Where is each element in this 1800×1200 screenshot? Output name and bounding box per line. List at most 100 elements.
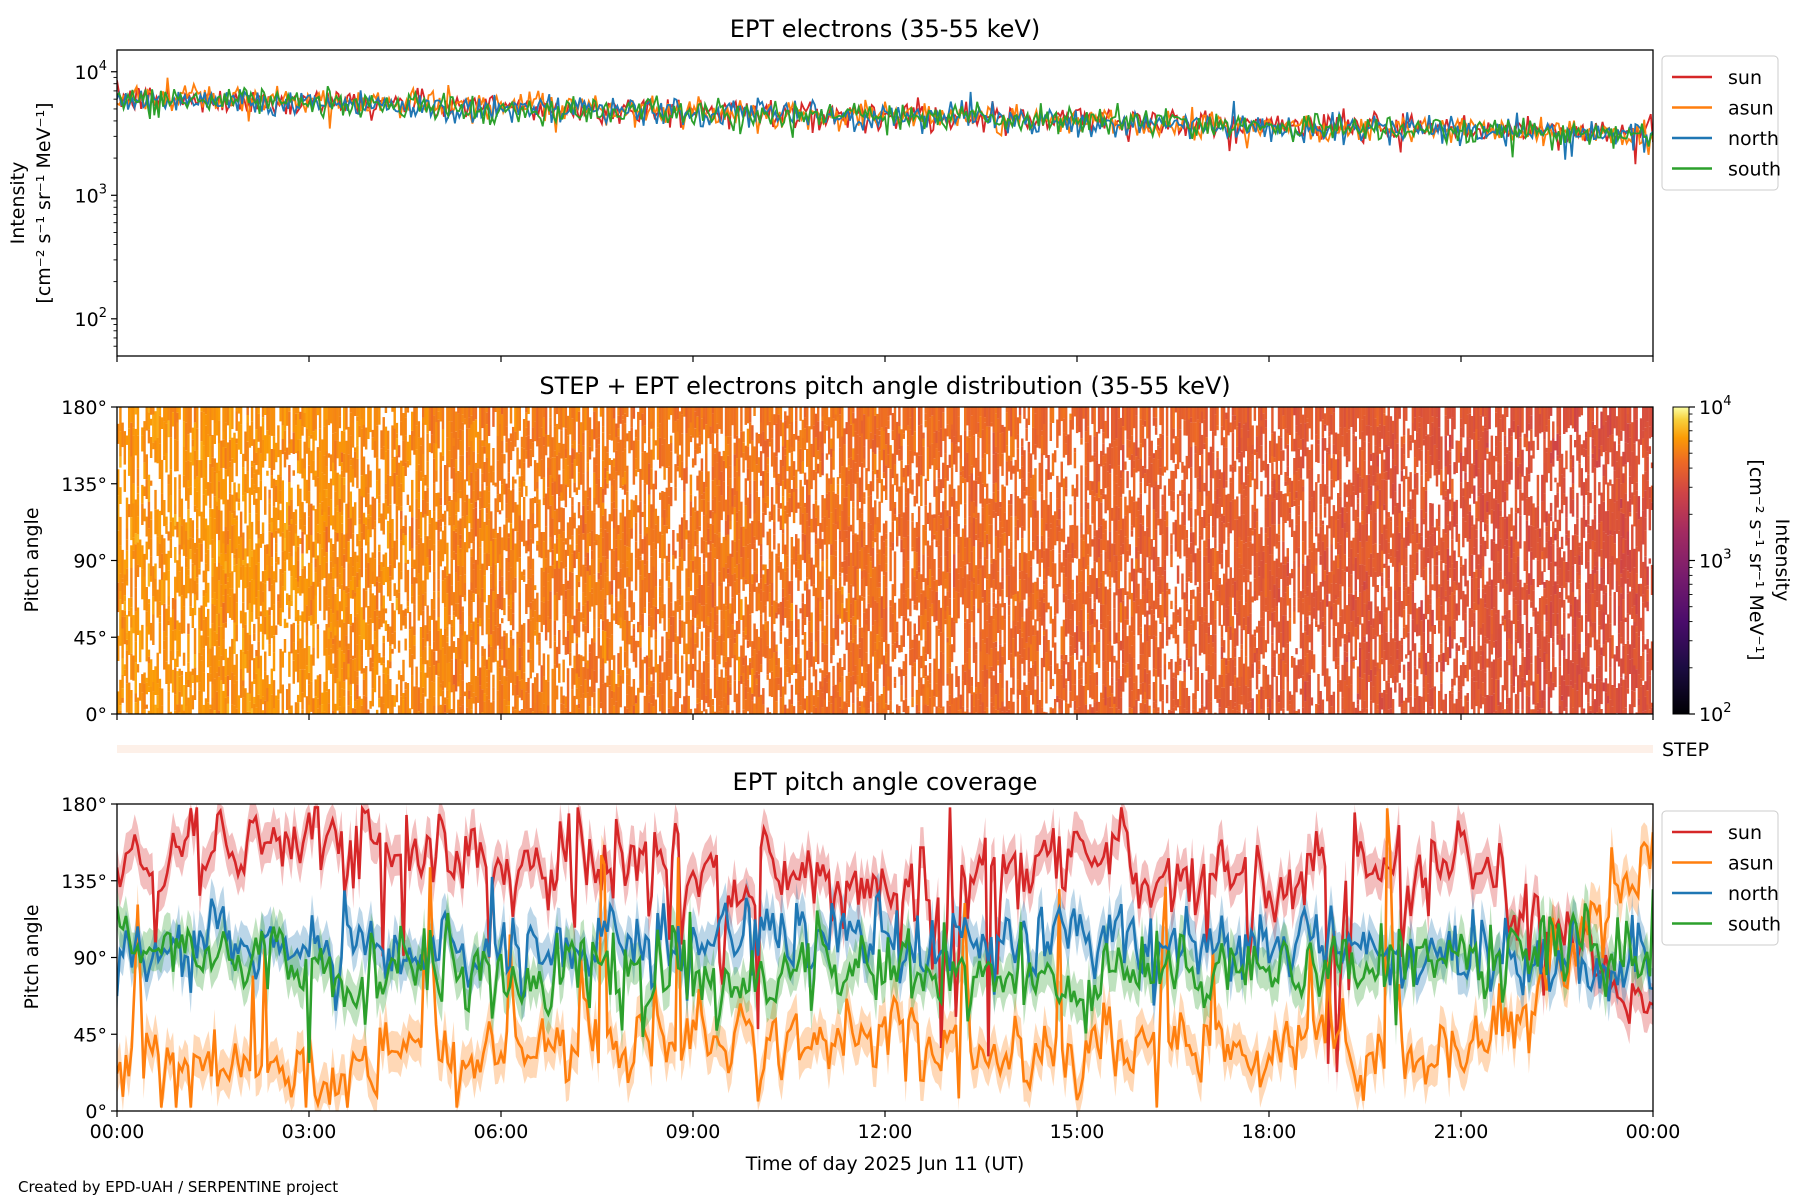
heatmap-cell: [841, 484, 844, 511]
heatmap-cell: [832, 628, 835, 656]
heatmap-cell: [575, 407, 579, 422]
heatmap-cell: [281, 501, 285, 533]
heatmap-cell: [937, 600, 941, 630]
heatmap-cell: [935, 443, 938, 449]
heatmap-cell: [729, 683, 732, 688]
heatmap-cell: [858, 616, 862, 628]
heatmap-cell: [485, 605, 489, 635]
heatmap-cell: [235, 708, 238, 714]
heatmap-cell: [816, 463, 820, 474]
heatmap-cell: [680, 704, 684, 714]
heatmap-cell: [977, 682, 980, 700]
heatmap-cell: [167, 420, 170, 438]
heatmap-cell: [827, 701, 831, 714]
heatmap-cell: [430, 517, 434, 551]
heatmap-cell: [1001, 615, 1004, 630]
heatmap-cell: [786, 659, 789, 673]
heatmap-cell: [786, 478, 789, 502]
heatmap-cell: [889, 600, 892, 607]
heatmap-cell: [957, 710, 960, 714]
heatmap-cell: [906, 705, 910, 714]
heatmap-cell: [838, 590, 842, 619]
heatmap-cell: [718, 480, 721, 486]
heatmap-cell: [604, 682, 607, 714]
heatmap-cell: [338, 706, 342, 711]
heatmap-cell: [867, 681, 870, 709]
heatmap-cell: [935, 540, 938, 548]
heatmap-cell: [639, 556, 642, 561]
heatmap-cell: [391, 407, 394, 412]
heatmap-cell: [678, 557, 682, 590]
panel1-yunit: [cm⁻² s⁻¹ sr⁻¹ MeV⁻¹]: [33, 102, 55, 303]
heatmap-cell: [784, 448, 787, 456]
heatmap-cell: [764, 407, 767, 441]
heatmap-cell: [786, 501, 789, 514]
heatmap-cell: [819, 689, 822, 714]
heatmap-cell: [608, 514, 611, 520]
heatmap-cell: [233, 593, 236, 623]
panel1-series-group: [117, 77, 1653, 165]
heatmap-cell: [781, 568, 785, 589]
heatmap-cell: [810, 682, 813, 691]
heatmap-cell: [832, 418, 835, 451]
heatmap-cell: [503, 407, 506, 436]
heatmap-cell: [279, 608, 282, 627]
heatmap-cell: [316, 624, 320, 630]
heatmap-cell: [250, 478, 254, 495]
heatmap-cell: [904, 597, 908, 622]
heatmap-cell: [127, 504, 131, 518]
heatmap-cell: [338, 640, 342, 648]
heatmap-cell: [264, 651, 267, 672]
heatmap-cell: [206, 636, 210, 654]
heatmap-cell: [705, 624, 708, 656]
heatmap-cell: [656, 693, 660, 698]
heatmap-cell: [887, 676, 890, 691]
heatmap-cell: [716, 407, 719, 424]
heatmap-cell: [915, 537, 919, 553]
heatmap-cell: [740, 412, 743, 432]
heatmap-cell: [119, 573, 122, 591]
heatmap-cell: [874, 642, 877, 652]
heatmap-cell: [869, 407, 873, 433]
heatmap-cell: [656, 407, 660, 428]
heatmap-cell: [397, 504, 401, 511]
heatmap-cell: [145, 587, 148, 612]
heatmap-cell: [922, 684, 925, 689]
heatmap-cell: [939, 607, 943, 633]
heatmap-cell: [922, 615, 925, 630]
heatmap-cell: [996, 571, 1000, 601]
heatmap-cell: [955, 697, 958, 714]
heatmap-cell: [768, 648, 772, 660]
heatmap-cell: [915, 570, 919, 580]
heatmap-cell: [290, 524, 293, 557]
heatmap-cell: [169, 538, 173, 558]
heatmap-cell: [744, 627, 748, 635]
heatmap-cell: [270, 407, 274, 436]
heatmap-cell: [860, 637, 864, 667]
heatmap-cell: [483, 701, 486, 714]
heatmap-cell: [533, 702, 537, 714]
heatmap-cell: [463, 501, 467, 529]
heatmap-cell: [626, 666, 629, 675]
heatmap-cell: [235, 407, 238, 412]
heatmap-cell: [250, 612, 254, 622]
heatmap-cell: [132, 407, 135, 428]
heatmap-cell: [222, 595, 225, 603]
heatmap-cell: [353, 645, 357, 659]
heatmap-cell: [468, 407, 471, 418]
heatmap-cell: [939, 556, 943, 586]
heatmap-cell: [391, 648, 394, 654]
heatmap-cell: [382, 503, 385, 535]
heatmap-cell: [797, 441, 800, 472]
heatmap-cell: [786, 439, 789, 472]
heatmap-cell: [1005, 461, 1009, 486]
heatmap-cell: [191, 695, 195, 710]
heatmap-cell: [439, 539, 442, 567]
heatmap-cell: [560, 538, 563, 562]
heatmap-cell: [985, 539, 989, 560]
heatmap-cell: [937, 478, 941, 483]
heatmap-cell: [799, 658, 802, 672]
heatmap-cell: [634, 558, 638, 591]
heatmap-cell: [514, 431, 517, 447]
heatmap-cell: [724, 610, 728, 628]
